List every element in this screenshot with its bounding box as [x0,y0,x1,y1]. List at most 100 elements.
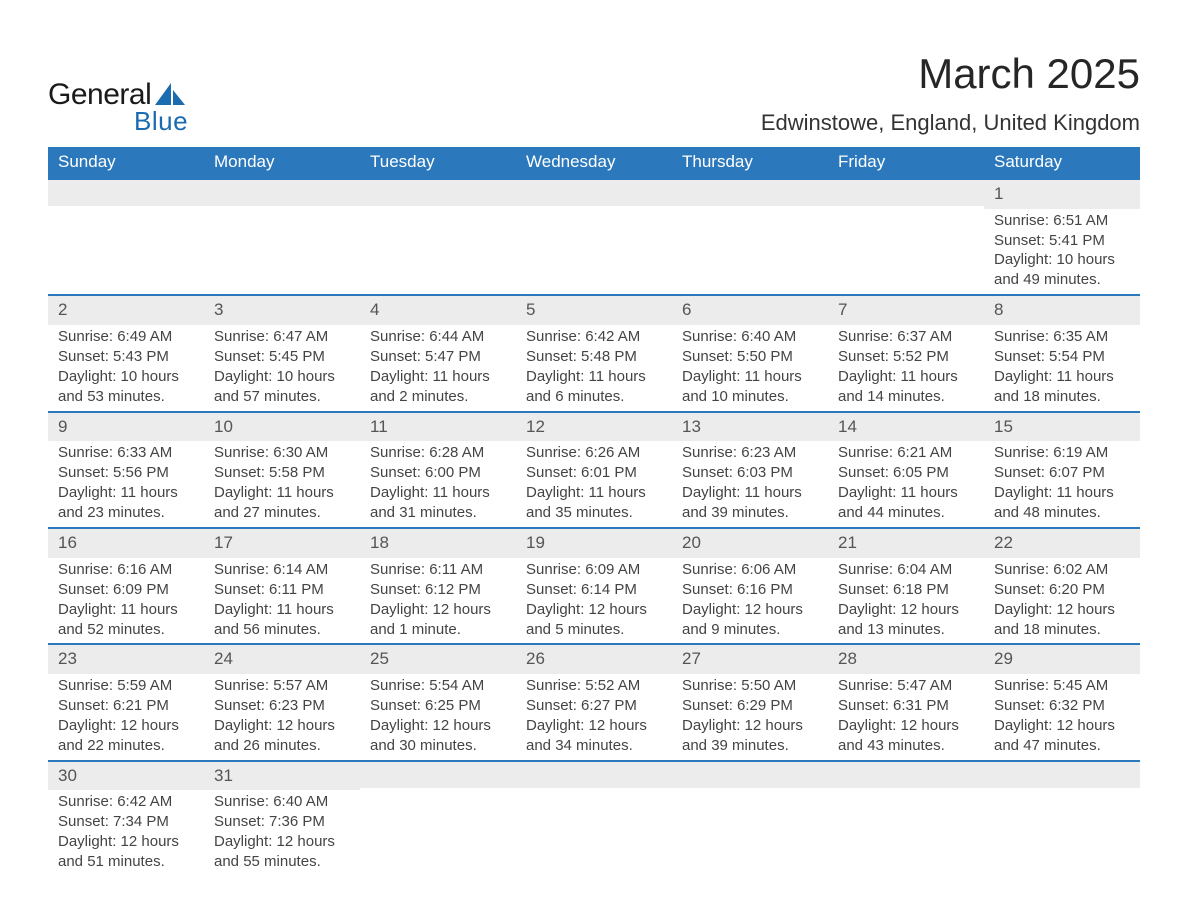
day-number: 23 [48,643,204,674]
calendar-day: 13Sunrise: 6:23 AMSunset: 6:03 PMDayligh… [672,411,828,527]
sunset-line: Sunset: 5:43 PM [58,347,204,367]
sunrise-line: Sunrise: 6:37 AM [838,327,984,347]
day-number-empty [360,760,516,788]
sunset-line: Sunset: 5:50 PM [682,347,828,367]
calendar-body: 1Sunrise: 6:51 AMSunset: 5:41 PMDaylight… [48,178,1140,876]
day-number: 20 [672,527,828,558]
sunrise-line: Sunrise: 6:33 AM [58,443,204,463]
daylight-line: Daylight: 12 hours and 55 minutes. [214,832,360,872]
day-body: Sunrise: 6:40 AMSunset: 5:50 PMDaylight:… [672,325,828,411]
weekday-header: Sunday [48,147,204,178]
calendar-week: 2Sunrise: 6:49 AMSunset: 5:43 PMDaylight… [48,294,1140,410]
calendar-day-empty [48,178,204,294]
day-number: 29 [984,643,1140,674]
sunset-line: Sunset: 6:03 PM [682,463,828,483]
day-body-empty [516,788,672,868]
logo: General Blue [48,78,188,137]
day-body: Sunrise: 6:40 AMSunset: 7:36 PMDaylight:… [204,790,360,876]
daylight-line: Daylight: 11 hours and 35 minutes. [526,483,672,523]
day-number: 10 [204,411,360,442]
day-number: 18 [360,527,516,558]
sunrise-line: Sunrise: 6:44 AM [370,327,516,347]
daylight-line: Daylight: 12 hours and 13 minutes. [838,600,984,640]
sunrise-line: Sunrise: 6:06 AM [682,560,828,580]
day-number-empty [204,178,360,206]
sunset-line: Sunset: 6:32 PM [994,696,1140,716]
day-number-empty [516,178,672,206]
day-number: 21 [828,527,984,558]
day-number: 6 [672,294,828,325]
daylight-line: Daylight: 12 hours and 22 minutes. [58,716,204,756]
day-number: 30 [48,760,204,791]
day-body-empty [48,206,204,286]
day-body: Sunrise: 6:44 AMSunset: 5:47 PMDaylight:… [360,325,516,411]
calendar-day: 18Sunrise: 6:11 AMSunset: 6:12 PMDayligh… [360,527,516,643]
daylight-line: Daylight: 11 hours and 31 minutes. [370,483,516,523]
day-body: Sunrise: 6:37 AMSunset: 5:52 PMDaylight:… [828,325,984,411]
day-body-empty [360,788,516,868]
sunrise-line: Sunrise: 6:14 AM [214,560,360,580]
calendar-day: 30Sunrise: 6:42 AMSunset: 7:34 PMDayligh… [48,760,204,876]
day-number: 17 [204,527,360,558]
day-number: 25 [360,643,516,674]
calendar-day-empty [984,760,1140,876]
day-body: Sunrise: 6:47 AMSunset: 5:45 PMDaylight:… [204,325,360,411]
daylight-line: Daylight: 11 hours and 6 minutes. [526,367,672,407]
day-number: 31 [204,760,360,791]
day-number: 15 [984,411,1140,442]
calendar-day: 22Sunrise: 6:02 AMSunset: 6:20 PMDayligh… [984,527,1140,643]
calendar-day: 21Sunrise: 6:04 AMSunset: 6:18 PMDayligh… [828,527,984,643]
weekday-header: Saturday [984,147,1140,178]
calendar-day: 20Sunrise: 6:06 AMSunset: 6:16 PMDayligh… [672,527,828,643]
sunset-line: Sunset: 5:52 PM [838,347,984,367]
day-body: Sunrise: 6:06 AMSunset: 6:16 PMDaylight:… [672,558,828,644]
calendar-day: 15Sunrise: 6:19 AMSunset: 6:07 PMDayligh… [984,411,1140,527]
daylight-line: Daylight: 11 hours and 56 minutes. [214,600,360,640]
day-body: Sunrise: 6:23 AMSunset: 6:03 PMDaylight:… [672,441,828,527]
weekday-header: Monday [204,147,360,178]
weekday-row: SundayMondayTuesdayWednesdayThursdayFrid… [48,147,1140,178]
day-number: 12 [516,411,672,442]
day-body: Sunrise: 6:49 AMSunset: 5:43 PMDaylight:… [48,325,204,411]
page-title: March 2025 [761,50,1140,98]
day-number: 19 [516,527,672,558]
daylight-line: Daylight: 10 hours and 53 minutes. [58,367,204,407]
logo-word-blue: Blue [134,106,188,137]
sunset-line: Sunset: 6:12 PM [370,580,516,600]
daylight-line: Daylight: 11 hours and 10 minutes. [682,367,828,407]
sunset-line: Sunset: 5:54 PM [994,347,1140,367]
calendar-day-empty [672,760,828,876]
day-body: Sunrise: 6:42 AMSunset: 5:48 PMDaylight:… [516,325,672,411]
sunrise-line: Sunrise: 5:59 AM [58,676,204,696]
calendar-day: 12Sunrise: 6:26 AMSunset: 6:01 PMDayligh… [516,411,672,527]
calendar-day: 7Sunrise: 6:37 AMSunset: 5:52 PMDaylight… [828,294,984,410]
calendar-day-empty [360,178,516,294]
sunrise-line: Sunrise: 5:52 AM [526,676,672,696]
day-body: Sunrise: 6:11 AMSunset: 6:12 PMDaylight:… [360,558,516,644]
day-number: 27 [672,643,828,674]
daylight-line: Daylight: 12 hours and 9 minutes. [682,600,828,640]
day-body: Sunrise: 6:04 AMSunset: 6:18 PMDaylight:… [828,558,984,644]
day-body-empty [828,788,984,868]
day-number-empty [672,178,828,206]
sunrise-line: Sunrise: 6:11 AM [370,560,516,580]
sunset-line: Sunset: 6:01 PM [526,463,672,483]
header: General Blue March 2025 Edwinstowe, Engl… [48,50,1140,137]
day-body: Sunrise: 5:50 AMSunset: 6:29 PMDaylight:… [672,674,828,760]
day-number: 3 [204,294,360,325]
day-body: Sunrise: 6:42 AMSunset: 7:34 PMDaylight:… [48,790,204,876]
calendar-week: 30Sunrise: 6:42 AMSunset: 7:34 PMDayligh… [48,760,1140,876]
calendar-day: 3Sunrise: 6:47 AMSunset: 5:45 PMDaylight… [204,294,360,410]
day-number-empty [828,760,984,788]
calendar-day: 27Sunrise: 5:50 AMSunset: 6:29 PMDayligh… [672,643,828,759]
calendar-week: 23Sunrise: 5:59 AMSunset: 6:21 PMDayligh… [48,643,1140,759]
day-number: 9 [48,411,204,442]
daylight-line: Daylight: 12 hours and 26 minutes. [214,716,360,756]
sunset-line: Sunset: 6:14 PM [526,580,672,600]
sunrise-line: Sunrise: 5:54 AM [370,676,516,696]
calendar-day: 23Sunrise: 5:59 AMSunset: 6:21 PMDayligh… [48,643,204,759]
sunset-line: Sunset: 7:36 PM [214,812,360,832]
daylight-line: Daylight: 12 hours and 1 minute. [370,600,516,640]
daylight-line: Daylight: 11 hours and 52 minutes. [58,600,204,640]
sunset-line: Sunset: 5:56 PM [58,463,204,483]
